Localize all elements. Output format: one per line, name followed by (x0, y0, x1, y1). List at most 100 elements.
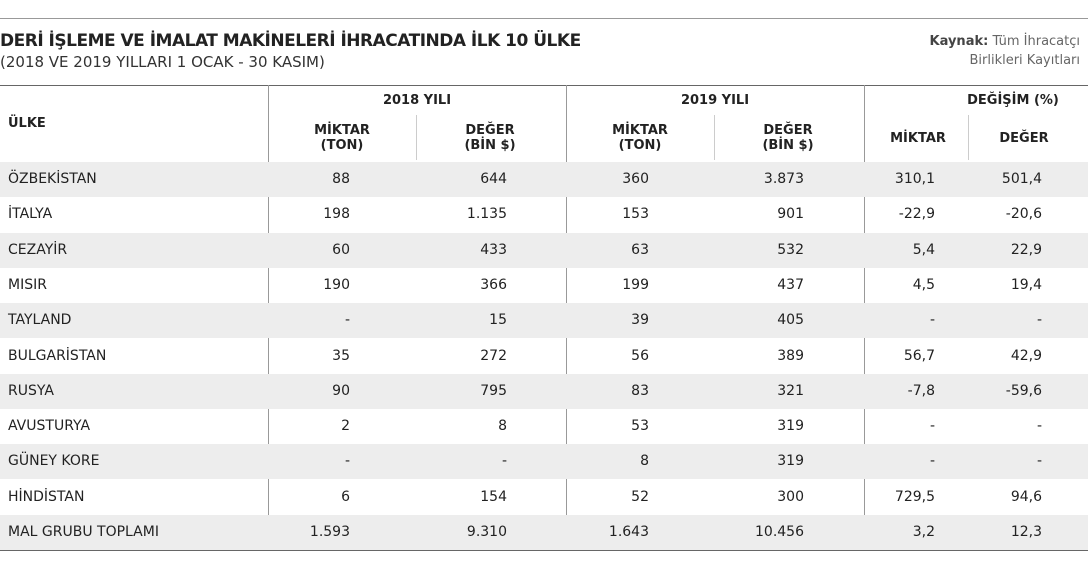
value-cell: 90 (332, 382, 350, 399)
group-header: 2018 YILI (382, 93, 452, 108)
source: Kaynak: Tüm İhracatçı (930, 34, 1080, 49)
value-cell: 83 (631, 382, 649, 399)
source-text: Birlikleri Kayıtları (969, 53, 1080, 68)
value-cell: 389 (777, 347, 804, 364)
subcolumn-divider (416, 115, 417, 160)
subheader-line: DEĞER (763, 123, 813, 138)
subheader-line: DEĞER (999, 131, 1049, 146)
column-header: ÜLKE (8, 116, 46, 131)
subheader: MİKTAR (TON) (570, 123, 710, 153)
value-cell: - (344, 312, 350, 329)
table-row: CEZAYİR 60 433 63 532 5,4 22,9 (0, 232, 1088, 268)
source-text: Tüm İhracatçı (992, 34, 1080, 49)
country-cell: MAL GRUBU TOPLAMI (8, 524, 159, 540)
value-cell: 53 (631, 418, 649, 435)
table-top-rule (0, 85, 1088, 86)
value-cell: 501,4 (1001, 171, 1042, 187)
subheader: DEĞER (954, 131, 1088, 146)
value-cell: - (1036, 453, 1042, 470)
value-cell: 405 (777, 312, 804, 329)
value-cell: 56 (631, 347, 649, 364)
value-cell: 366 (480, 276, 507, 293)
value-cell: 310,1 (894, 171, 935, 187)
value-cell: 729,5 (894, 488, 935, 505)
subheader-line: MİKTAR (612, 123, 668, 138)
value-cell: 6 (341, 488, 350, 505)
table-row: HİNDİSTAN 6 154 52 300 729,5 94,6 (0, 480, 1088, 515)
value-cell: 1.643 (608, 524, 649, 540)
value-cell: 42,9 (1010, 347, 1042, 364)
value-cell: - (1036, 312, 1042, 329)
value-cell: 154 (480, 488, 507, 505)
value-cell: 532 (777, 241, 804, 258)
value-cell: 644 (480, 171, 507, 187)
table-row: İTALYA 198 1.135 153 901 -22,9 -20,6 (0, 197, 1088, 232)
value-cell: - (501, 453, 507, 470)
country-cell: İTALYA (8, 206, 53, 223)
country-cell: CEZAYİR (8, 241, 68, 258)
group-header: DEĞİŞİM (%) (967, 93, 1059, 108)
country-cell: GÜNEY KORE (8, 453, 100, 470)
value-cell: - (344, 453, 350, 470)
value-cell: 360 (622, 171, 649, 187)
value-cell: 319 (777, 418, 804, 435)
value-cell: 12,3 (1010, 524, 1042, 540)
country-cell: AVUSTURYA (8, 418, 91, 435)
value-cell: - (929, 418, 935, 435)
value-cell: 1.593 (309, 524, 350, 540)
table-row: GÜNEY KORE - - 8 319 - - (0, 444, 1088, 480)
value-cell: 433 (480, 241, 507, 258)
value-cell: - (1036, 418, 1042, 435)
subheader-line: (TON) (618, 138, 662, 153)
country-cell: BULGARİSTAN (8, 347, 107, 364)
value-cell: 88 (332, 171, 350, 187)
subheader: MİKTAR (TON) (272, 123, 412, 153)
table-row: ÖZBEKİSTAN 88 644 360 3.873 310,1 501,4 (0, 162, 1088, 197)
value-cell: 15 (489, 312, 507, 329)
table-row: RUSYA 90 795 83 321 -7,8 -59,6 (0, 373, 1088, 409)
subheader-line: (TON) (320, 138, 364, 153)
subheader: DEĞER (BİN $) (718, 123, 858, 153)
subheader: DEĞER (BİN $) (420, 123, 560, 153)
value-cell: -59,6 (1005, 382, 1042, 399)
country-cell: TAYLAND (8, 312, 72, 329)
table-row: MISIR 190 366 199 437 4,5 19,4 (0, 268, 1088, 303)
value-cell: 63 (631, 241, 649, 258)
value-cell: 300 (777, 488, 804, 505)
value-cell: 9.310 (466, 524, 507, 540)
value-cell: 319 (777, 453, 804, 470)
value-cell: 39 (631, 312, 649, 329)
table-row: AVUSTURYA 2 8 53 319 - - (0, 409, 1088, 444)
subcolumn-divider (714, 115, 715, 160)
title: DERİ İŞLEME VE İMALAT MAKİNELERİ İHRACAT… (0, 31, 581, 51)
value-cell: 2 (341, 418, 350, 435)
group-header: 2019 YILI (680, 93, 750, 108)
subheader-line: MİKTAR (890, 131, 946, 146)
subcolumn-divider (968, 115, 969, 160)
subheader-line: (BİN $) (762, 138, 814, 153)
value-cell: 3,2 (912, 524, 935, 540)
country-cell: RUSYA (8, 382, 54, 399)
value-cell: 19,4 (1010, 276, 1042, 293)
value-cell: 272 (480, 347, 507, 364)
value-cell: -22,9 (898, 206, 935, 223)
value-cell: 8 (498, 418, 507, 435)
value-cell: 94,6 (1010, 488, 1042, 505)
value-cell: 795 (480, 382, 507, 399)
value-cell: 190 (323, 276, 350, 293)
value-cell: 8 (640, 453, 649, 470)
country-cell: ÖZBEKİSTAN (8, 171, 97, 187)
value-cell: 10.456 (755, 524, 804, 540)
value-cell: 901 (777, 206, 804, 223)
value-cell: 198 (323, 206, 350, 223)
value-cell: -20,6 (1005, 206, 1042, 223)
value-cell: 321 (777, 382, 804, 399)
top-rule (0, 18, 1088, 19)
table-row: MAL GRUBU TOPLAMI 1.593 9.310 1.643 10.456 3,… (0, 515, 1088, 550)
value-cell: - (929, 453, 935, 470)
table-row: BULGARİSTAN 35 272 56 389 56,7 42,9 (0, 339, 1088, 374)
value-cell: 199 (622, 276, 649, 293)
subheader-line: DEĞER (465, 123, 515, 138)
value-cell: 56,7 (903, 347, 935, 364)
